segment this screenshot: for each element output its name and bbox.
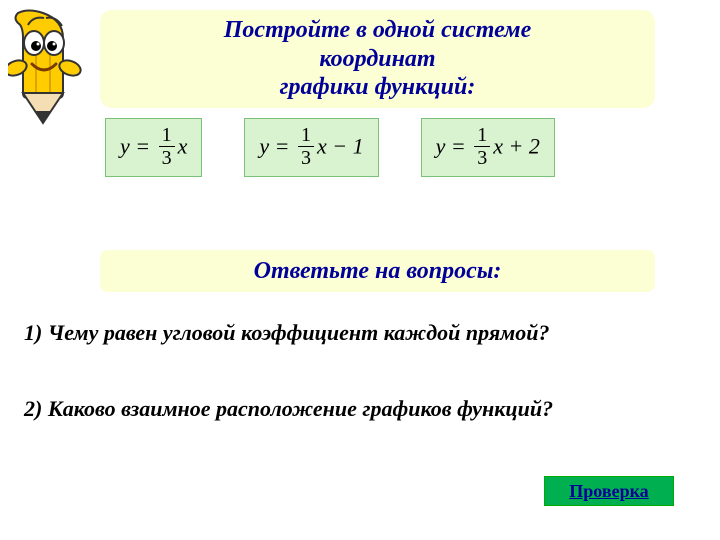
question-2: 2) Каково взаимное расположение графиков… xyxy=(24,396,553,422)
pencil-icon xyxy=(8,8,93,128)
formula-2: y = 13x − 1 xyxy=(244,118,378,177)
title-line2: координат xyxy=(319,45,435,74)
formula-1: y = 13x xyxy=(105,118,202,177)
title-box: Постройте в одной системе координат граф… xyxy=(100,10,655,108)
title-line3: графики функций: xyxy=(280,73,476,102)
check-button[interactable]: Проверка xyxy=(544,476,674,506)
check-button-label: Проверка xyxy=(569,481,648,502)
title-line1: Постройте в одной системе xyxy=(224,16,531,45)
formula-3: y = 13x + 2 xyxy=(421,118,555,177)
formula-row: y = 13x y = 13x − 1 y = 13x + 2 xyxy=(105,118,660,177)
question-1: 1) Чему равен угловой коэффициент каждой… xyxy=(24,320,549,346)
subtitle-text: Ответьте на вопросы: xyxy=(254,258,502,285)
subtitle-box: Ответьте на вопросы: xyxy=(100,250,655,292)
